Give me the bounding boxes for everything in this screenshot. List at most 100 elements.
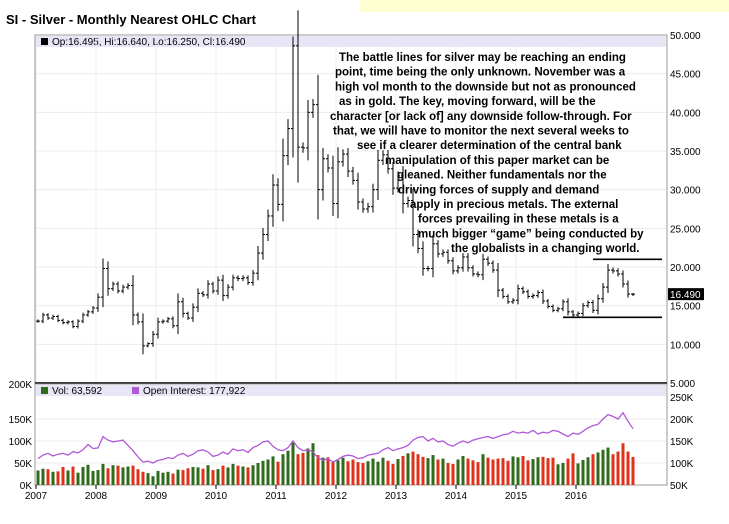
ohlc-bar <box>321 147 325 201</box>
x-tick-label: 2011 <box>265 491 287 502</box>
volume-bar <box>81 466 85 485</box>
volume-bar <box>146 473 150 485</box>
volume-bar <box>36 470 40 485</box>
annotation-line: manipulation of this paper market can be <box>385 155 609 167</box>
ohlc-bar <box>181 297 185 318</box>
volume-bar <box>296 454 300 485</box>
price-tick-label: 10.000 <box>670 340 701 351</box>
volume-bar <box>546 458 550 485</box>
ohlc-bar <box>71 320 75 329</box>
ohlc-bar <box>301 142 305 153</box>
volume-bar <box>176 469 180 485</box>
volume-bar <box>301 452 305 485</box>
ohlc-bar <box>421 241 425 276</box>
volume-bar <box>126 466 130 485</box>
volume-bar <box>61 466 65 485</box>
ohlc-bar <box>451 257 455 275</box>
price-tick-label: 25.000 <box>670 224 701 235</box>
ohlc-bar <box>76 319 80 329</box>
volume-bar <box>356 462 360 485</box>
price-grid <box>36 73 666 345</box>
volume-bar <box>446 463 450 485</box>
ohlc-bar <box>426 265 430 272</box>
volume-bar <box>276 461 280 485</box>
ohlc-bar <box>246 275 250 285</box>
volume-bar <box>596 452 600 485</box>
volume-bar <box>376 461 380 485</box>
volume-tick-label: 150K <box>9 415 33 426</box>
volume-bar <box>381 457 385 485</box>
volume-bar <box>366 461 370 485</box>
volume-bar <box>561 463 565 485</box>
volume-bar <box>551 457 555 485</box>
ohlc-bar <box>51 314 55 320</box>
volume-bar <box>601 449 605 485</box>
volume-bar <box>311 443 315 485</box>
ohlc-bar <box>461 253 465 272</box>
price-axis: 50.000 45.000 40.000 35.000 30.000 25.000 20.0… <box>670 31 701 390</box>
volume-bar <box>451 463 455 485</box>
ohlc-bar <box>606 264 610 294</box>
ohlc-bar <box>66 320 70 325</box>
last-price-tag: 16.490 <box>668 288 704 301</box>
ohlc-bar <box>221 274 225 302</box>
ohlc-bar <box>496 263 500 298</box>
volume-bar <box>291 442 295 485</box>
volume-bar <box>241 466 245 485</box>
x-tick-label: 2012 <box>325 491 348 502</box>
volume-bar <box>96 470 100 485</box>
x-tick-label: 2008 <box>85 491 108 502</box>
volume-bar <box>326 457 330 485</box>
volume-bar <box>626 451 630 485</box>
ohlc-bar <box>176 293 180 335</box>
ohlc-bar <box>616 268 620 277</box>
ohlc-bar <box>611 267 615 274</box>
volume-bar <box>216 469 220 485</box>
volume-bar <box>501 458 505 485</box>
volume-bar <box>336 460 340 485</box>
ohlc-bar <box>571 309 575 317</box>
volume-bar <box>441 458 445 485</box>
ohlc-bar <box>626 280 630 298</box>
annotation-line: the globalists in a changing world. <box>451 243 640 255</box>
open-interest-tick-label: 200K <box>670 415 694 426</box>
volume-bar <box>371 458 375 485</box>
ohlc-bar <box>136 312 140 325</box>
volume-bar <box>226 467 230 485</box>
price-tick-label: 5.000 <box>670 379 695 390</box>
volume-bar <box>106 468 110 485</box>
ohlc-header-band <box>36 36 666 47</box>
ohlc-bar <box>266 209 270 242</box>
volume-bar <box>51 471 55 485</box>
volume-bar <box>516 457 520 485</box>
volume-bar <box>281 454 285 485</box>
ohlc-bar <box>541 289 545 305</box>
open-interest-tick-label: 100K <box>670 459 694 470</box>
ohlc-bar <box>491 260 495 273</box>
volume-bar <box>481 454 485 485</box>
ohlc-bar <box>81 312 85 324</box>
volume-bar <box>331 461 335 485</box>
svg-text:16.490: 16.490 <box>670 290 701 301</box>
volume-bar <box>496 458 500 485</box>
ohlc-bar <box>216 276 220 295</box>
annotation-line: apply in precious metals. The external <box>410 199 618 211</box>
x-tick-label: 2007 <box>25 491 48 502</box>
ohlc-bar <box>296 10 300 183</box>
ohlc-bar <box>146 342 150 348</box>
volume-bar <box>526 460 530 485</box>
volume-bar <box>576 463 580 485</box>
volume-bar <box>76 472 80 485</box>
annotation-line: as in gold. The key, moving forward, wil… <box>339 96 596 108</box>
volume-bar <box>426 458 430 485</box>
ohlc-bar <box>316 74 320 220</box>
ohlc-bar <box>101 258 105 308</box>
volume-bar <box>511 456 515 485</box>
volume-header-band <box>36 385 666 396</box>
volume-bar <box>236 465 240 485</box>
volume-bar <box>271 456 275 485</box>
ohlc-bar <box>371 183 375 213</box>
ohlc-bar <box>536 290 540 298</box>
ohlc-bar <box>271 174 275 227</box>
annotation-line: driving forces of supply and demand <box>398 184 599 196</box>
